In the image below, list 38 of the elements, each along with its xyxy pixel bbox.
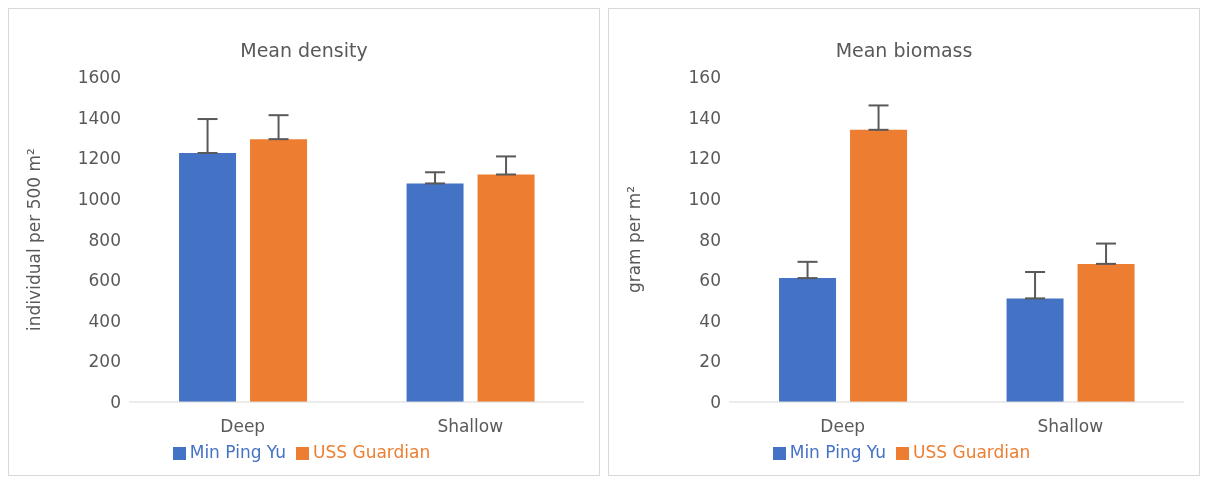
legend-label: Min Ping Yu — [189, 442, 287, 462]
y-tick-label: 200 — [88, 351, 121, 372]
bar — [1077, 263, 1135, 402]
y-tick-label: 80 — [699, 229, 721, 250]
y-tick-label: 1600 — [77, 67, 121, 88]
y-axis-title: individual per 500 m² — [24, 148, 45, 331]
bar — [477, 174, 535, 402]
x-tick-label: Deep — [220, 416, 266, 437]
chart-title: Mean density — [239, 39, 369, 63]
y-axis-title: gram per m² — [624, 185, 645, 294]
bar — [850, 129, 908, 402]
legend-label: Min Ping Yu — [789, 442, 887, 462]
y-tick-label: 1000 — [77, 188, 121, 209]
y-tick-label: 600 — [88, 270, 121, 291]
y-tick-label: 800 — [88, 229, 121, 250]
y-tick-label: 1200 — [77, 148, 121, 169]
y-tick-label: 160 — [688, 67, 721, 88]
y-tick-label: 1400 — [77, 107, 121, 128]
y-tick-label: 100 — [688, 188, 721, 209]
chart-title: Mean biomass — [834, 39, 974, 63]
y-tick-label: 20 — [699, 351, 721, 372]
y-tick-label: 400 — [88, 310, 121, 331]
y-tick-label: 0 — [710, 392, 721, 413]
bar — [406, 183, 464, 402]
y-tick-label: 140 — [688, 107, 721, 128]
bar — [1006, 298, 1064, 402]
x-tick-label: Shallow — [1037, 416, 1104, 437]
legend-label: USS Guardian — [913, 442, 1031, 462]
bar — [179, 152, 237, 402]
bar — [779, 278, 837, 402]
y-tick-label: 120 — [688, 148, 721, 169]
legend-label: USS Guardian — [313, 442, 431, 462]
x-tick-label: Shallow — [437, 416, 504, 437]
y-tick-label: 0 — [110, 392, 121, 413]
y-tick-label: 60 — [699, 270, 721, 291]
y-tick-label: 40 — [699, 310, 721, 331]
x-tick-label: Deep — [820, 416, 866, 437]
bar — [250, 139, 308, 402]
